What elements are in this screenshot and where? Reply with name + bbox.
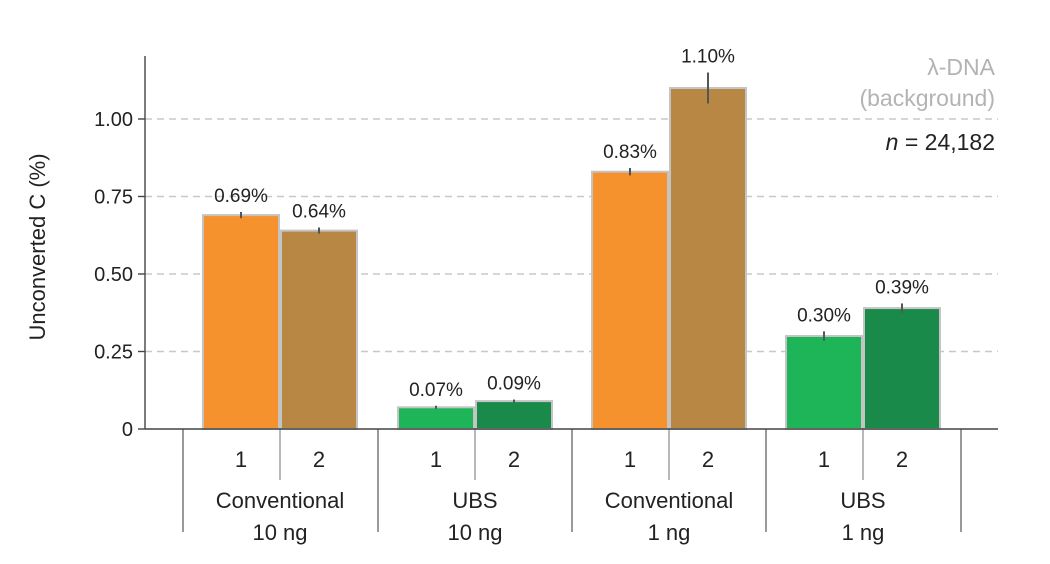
group-label-1-line2: 10 ng <box>252 520 307 545</box>
group-label-3-line1: Conventional <box>605 488 733 513</box>
legend: λ-DNA (background) n = 24,182 <box>859 54 995 155</box>
y-tick-label-3: 0.75 <box>94 187 133 209</box>
data-label-g2-1: 0.07% <box>409 380 463 401</box>
x-category-labels: 1 2 Conventional 10 ng 1 2 UBS 10 ng 1 2 Conventio… <box>216 447 908 545</box>
legend-line-2: (background) <box>859 85 995 111</box>
legend-n-symbol: n <box>886 129 899 155</box>
bar-g1-1 <box>202 214 280 430</box>
bar-g1-2 <box>280 229 358 430</box>
legend-line-1: λ-DNA <box>927 54 995 80</box>
legend-n-value: = 24,182 <box>898 129 995 155</box>
data-label-g3-2: 1.10% <box>681 47 735 68</box>
bar-g3-1 <box>591 170 669 430</box>
sub-label-g3-2: 2 <box>702 447 714 472</box>
group-label-3-line2: 1 ng <box>648 520 691 545</box>
group-label-4-line1: UBS <box>840 488 885 513</box>
y-axis-title: Unconverted C (%) <box>25 153 50 340</box>
sub-label-g4-1: 1 <box>818 447 830 472</box>
data-label-g4-2: 0.39% <box>875 277 929 298</box>
sub-label-g3-1: 1 <box>624 447 636 472</box>
sub-label-g2-1: 1 <box>430 447 442 472</box>
group-label-2-line2: 10 ng <box>447 520 502 545</box>
sub-label-g2-2: 2 <box>508 447 520 472</box>
group-label-1-line1: Conventional <box>216 488 344 513</box>
y-tick-label-4: 1.00 <box>94 109 133 131</box>
group-label-4-line2: 1 ng <box>842 520 885 545</box>
data-label-g3-1: 0.83% <box>603 142 657 163</box>
data-label-g4-1: 0.30% <box>797 305 851 326</box>
bar-g3-2 <box>669 87 747 430</box>
axes <box>144 56 998 532</box>
sub-label-g1-2: 2 <box>313 447 325 472</box>
error-bars <box>240 72 903 409</box>
bar-g2-2 <box>475 400 553 431</box>
group-label-2-line1: UBS <box>452 488 497 513</box>
sub-label-g4-2: 2 <box>896 447 908 472</box>
bar-g4-2 <box>863 307 941 431</box>
data-label-g1-1: 0.69% <box>214 186 268 207</box>
sub-label-g1-1: 1 <box>235 447 247 472</box>
data-labels: 0.69% 0.64% 0.07% 0.09% 0.83% 1.10% 0.30% 0.39% <box>214 47 929 401</box>
y-tick-label-2: 0.50 <box>94 264 133 286</box>
y-tick-label-1: 0.25 <box>94 342 133 364</box>
bar-g4-1 <box>785 335 863 430</box>
bars <box>202 87 941 431</box>
data-label-g2-2: 0.09% <box>487 374 541 395</box>
y-tick-label-0: 0 <box>122 419 133 441</box>
bar-g2-1 <box>397 406 475 430</box>
data-label-g1-2: 0.64% <box>292 202 346 223</box>
y-ticks: 0 0.25 0.50 0.75 1.00 <box>94 109 145 441</box>
legend-n: n = 24,182 <box>886 129 995 155</box>
